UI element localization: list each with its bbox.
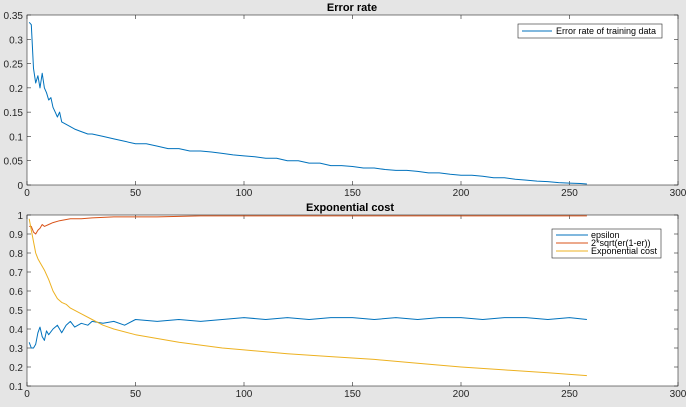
exponential-cost-y-tick-label: 0.1 (9, 382, 23, 393)
error-rate-y-tick-label: 0.05 (4, 157, 24, 168)
legend-label-bound: 2*sqrt(er(1-er)) (591, 238, 651, 248)
error-rate-x-tick-label: 250 (561, 188, 578, 199)
error-rate-chart: Error rate 0 50 100 150 200 250 300 0 0.05 0.1 0.1… (4, 2, 686, 199)
exponential-cost-x-tick-label: 0 (24, 389, 30, 400)
exponential-cost-y-tick-label: 0.5 (9, 306, 23, 317)
error-rate-legend-label: Error rate of training data (556, 26, 656, 36)
exponential-cost-x-tick-label: 200 (453, 389, 470, 400)
error-rate-legend-box (517, 23, 663, 39)
exponential-cost-x-tick-label: 100 (236, 389, 253, 400)
exponential-cost-title: Exponential cost (306, 202, 394, 214)
exponential-cost-lines (28, 215, 587, 377)
exponential-cost-series-line-0 (28, 317, 587, 349)
exponential-cost-y-tick-label: 0.2 (9, 363, 23, 374)
exponential-cost-y-tick-label: 0.4 (9, 325, 23, 336)
error-rate-series-line-0 (28, 21, 587, 185)
error-rate-x-tick-label: 100 (236, 188, 253, 199)
exponential-cost-y-tick-label: 0.3 (9, 344, 23, 355)
error-rate-y-tick-label: 0.2 (9, 84, 23, 95)
error-rate-y-tick-label: 0.15 (4, 108, 24, 119)
legend-label-exponential-cost: Exponential cost (591, 246, 658, 256)
error-rate-y-tick-label: 0.1 (9, 132, 23, 143)
error-rate-y-tick-label: 0 (17, 181, 23, 192)
exponential-cost-x-tick-label: 250 (561, 389, 578, 400)
exponential-cost-series-line-1 (29, 215, 587, 235)
error-rate-y-tick-label: 0.25 (4, 60, 24, 71)
error-rate-plot-area (26, 14, 679, 186)
error-rate-y-tick-label: 0.35 (4, 11, 24, 22)
exponential-cost-x-tick-label: 50 (130, 389, 142, 400)
exponential-cost-x-tick-label: 150 (344, 389, 361, 400)
exponential-cost-y-tick-label: 1 (17, 211, 23, 222)
exponential-cost-legend: epsilon 2*sqrt(er(1-er)) Exponential cos… (551, 228, 662, 259)
error-rate-title: Error rate (327, 2, 377, 14)
error-rate-x-tick-label: 50 (130, 188, 142, 199)
error-rate-x-tick-label: 0 (24, 188, 30, 199)
error-rate-lines (28, 21, 587, 185)
error-rate-legend: Error rate of training data (517, 23, 663, 39)
error-rate-y-tick-label: 0.3 (9, 35, 23, 46)
exponential-cost-series-line-2 (28, 218, 587, 377)
exponential-cost-ticks: 0 50 100 150 200 250 300 0.1 0.2 0.3 0.4 0.5 0.6 0.7 0… (9, 211, 686, 400)
error-rate-ticks: 0 50 100 150 200 250 300 0 0.05 0.1 0.15 0.2 0.25 0.3… (4, 11, 686, 199)
exponential-cost-x-tick-label: 300 (670, 389, 686, 400)
legend-label-epsilon: epsilon (591, 230, 620, 240)
exponential-cost-y-tick-label: 0.9 (9, 230, 23, 241)
exponential-cost-chart: Exponential cost 0 50 100 150 200 250 300 0.1 0.… (9, 202, 686, 400)
exponential-cost-y-tick-label: 0.6 (9, 287, 23, 298)
exponential-cost-y-tick-label: 0.8 (9, 249, 23, 260)
error-rate-x-tick-label: 150 (344, 188, 361, 199)
error-rate-x-tick-label: 300 (670, 188, 686, 199)
error-rate-x-tick-label: 200 (453, 188, 470, 199)
exponential-cost-y-tick-label: 0.7 (9, 268, 23, 279)
